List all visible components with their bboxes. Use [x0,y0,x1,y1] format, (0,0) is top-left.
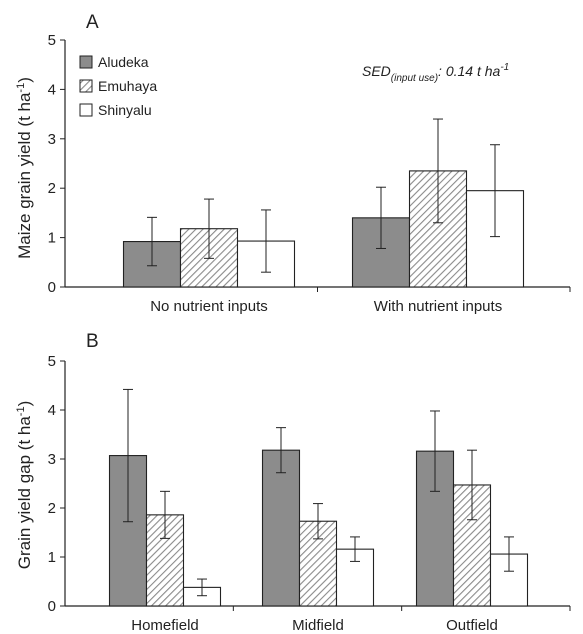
panel-a-y-tick-label: 2 [48,180,56,197]
legend-swatch-aludeka [79,55,93,69]
panel-a: A Maize grain yield (t ha-1) Aludeka Emu… [15,12,509,315]
legend-label-shinyalu: Shinyalu [98,102,152,118]
panel-b-y-tick-label: 1 [48,549,56,566]
sed-annotation: SED(input use): 0.14 t ha-1 [362,62,509,84]
panel-a-y-tick-label: 3 [48,131,56,148]
panel-b-x-label-midfield: Midfield [292,617,344,634]
chart-marks: 0 1 2 3 4 5 0 1 2 3 4 5 [48,32,571,615]
panel-a-y-axis-title: Maize grain yield (t ha-1) [15,77,34,259]
panel-b-y-tick-label: 2 [48,500,56,517]
panel-b-y-axis-title: Grain yield gap (t ha-1) [15,401,34,570]
panel-b-x-label-homefield: Homefield [131,617,199,634]
panel-a-y-tick-label: 5 [48,32,56,49]
panel-a-x-label-with-inputs: With nutrient inputs [374,298,502,315]
panel-a-label: A [86,12,99,33]
panel-a-x-label-no-inputs: No nutrient inputs [150,298,268,315]
panel-b: B Grain yield gap (t ha-1) Homefield Mid… [15,331,498,634]
panel-b-y-tick-label: 3 [48,451,56,468]
panel-b-bar-aludeka-1 [261,449,301,607]
legend-label-emuhaya: Emuhaya [98,78,157,94]
panel-b-y-tick-label: 4 [48,402,56,419]
panel-b-y-tick-label: 0 [48,598,56,615]
legend: Aludeka Emuhaya Shinyalu [79,54,157,118]
legend-label-aludeka: Aludeka [98,54,149,70]
panel-b-label: B [86,331,99,352]
legend-swatch-emuhaya [79,79,93,93]
panel-a-y-tick-label: 1 [48,230,56,247]
panel-a-y-tick-label: 0 [48,279,56,296]
panel-b-y-tick-label: 5 [48,353,56,370]
panel-b-x-label-outfield: Outfield [446,617,498,634]
legend-swatch-shinyalu [79,103,93,117]
panel-a-y-tick-label: 4 [48,81,56,98]
